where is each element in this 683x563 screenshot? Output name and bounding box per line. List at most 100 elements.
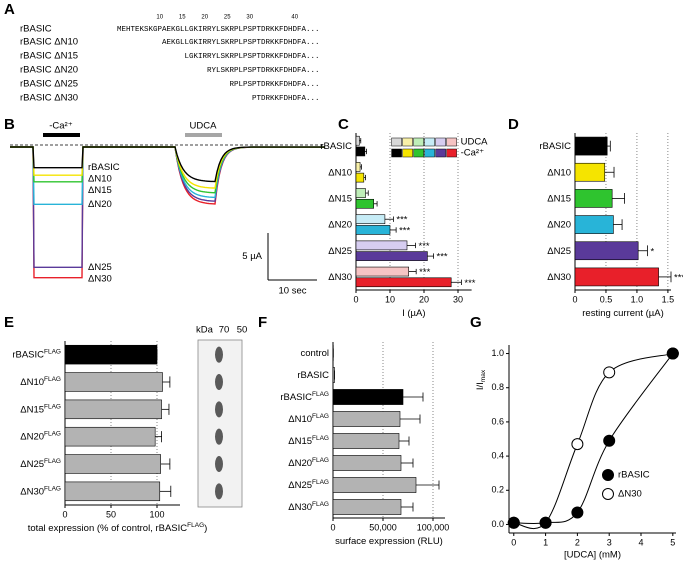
data-point (603, 434, 616, 447)
legend-label: UDCA (461, 137, 489, 148)
category-label: rBASIC (539, 141, 571, 152)
category-name: ΔN20 (20, 431, 44, 442)
category-label: rBASIC (297, 370, 329, 381)
category-superscript: FLAG (44, 430, 61, 437)
significance: *** (464, 278, 475, 289)
significance: *** (419, 267, 430, 278)
y-axis-label: I/Imax (475, 369, 487, 390)
legend-swatch (435, 148, 446, 158)
condition-bar (185, 133, 222, 137)
significance: *** (674, 272, 683, 283)
y-tick-label: 0.4 (491, 450, 504, 460)
x-tick-label: 5 (670, 537, 675, 547)
panel-label: E (4, 314, 14, 331)
category-name: ΔN25 (547, 245, 571, 256)
x-tick-label: 0 (572, 294, 577, 304)
significance: *** (437, 252, 448, 263)
x-tick-label: 0 (511, 537, 516, 547)
ruler-number: 30 (246, 15, 253, 21)
condition-label: UDCA (190, 121, 218, 132)
data-point (603, 366, 616, 379)
category-name: rBASIC (297, 370, 329, 381)
construct-name: rBASIC ΔN20 (20, 65, 78, 76)
data-point (507, 516, 520, 529)
category-name: ΔN20 (288, 458, 312, 469)
y-axis-text: I/I (475, 382, 486, 390)
category-name: ΔN30 (20, 486, 44, 497)
sequence: AEKGLLGKIRRYLSKRPLPSPTDRKKFDHDFA... (162, 39, 320, 47)
bar (355, 162, 361, 172)
legend-swatch (435, 137, 446, 147)
category-superscript: FLAG (312, 457, 329, 464)
y-tick-label: 0.0 (491, 519, 504, 529)
legend-label: rBASIC (618, 470, 650, 481)
category-label: ΔN30 (328, 271, 352, 282)
ruler-number: 20 (201, 15, 208, 21)
category-name: ΔN20 (547, 219, 571, 230)
trace-label: ΔN15 (88, 185, 112, 196)
bar (574, 189, 613, 208)
x-axis-text: total expression (% of control, rBASIC (28, 523, 188, 534)
sequence: LGKIRRYLSKRPLPSPTDRKKFDHDFA... (184, 53, 319, 61)
blot-marker: 50 (237, 325, 248, 336)
bar (355, 135, 360, 146)
y-axis-subscript: max (480, 369, 487, 382)
sequence: PTDRKKFDHDFA... (252, 95, 320, 103)
ruler-number: 15 (179, 15, 186, 21)
x-axis-text: I (µA) (402, 308, 425, 319)
data-point (539, 516, 552, 529)
category-label: ΔN15 (328, 193, 352, 204)
category-superscript: FLAG (312, 435, 329, 442)
x-tick-label: 0.5 (600, 294, 613, 304)
x-axis-label: resting current (µA) (582, 308, 664, 319)
category-label: ΔN30FLAG (288, 501, 329, 513)
construct-name: rBASIC ΔN30 (20, 93, 78, 104)
ruler-number: 25 (224, 15, 231, 21)
category-superscript: FLAG (312, 479, 329, 486)
x-tick-label: 4 (639, 537, 644, 547)
x-axis-text: ) (204, 523, 207, 534)
bar (332, 499, 402, 515)
legend-swatch (391, 137, 402, 147)
construct-name: rBASIC ΔN15 (20, 51, 78, 62)
blot-band (215, 428, 223, 445)
category-superscript: FLAG (44, 458, 61, 465)
significance: *** (419, 241, 430, 252)
bar (355, 188, 366, 198)
trace-label: ΔN10 (88, 174, 112, 185)
category-label: ΔN10FLAG (288, 413, 329, 425)
category-label: ΔN20FLAG (288, 457, 329, 469)
data-point (571, 438, 584, 451)
category-label: ΔN20 (328, 219, 352, 230)
y-tick-label: 1.0 (491, 348, 504, 358)
bar (332, 477, 417, 493)
trace-label: ΔN20 (88, 199, 112, 210)
x-tick-label: 0 (62, 509, 67, 519)
legend-marker (602, 469, 614, 481)
category-name: ΔN25 (288, 480, 312, 491)
x-tick-label: 20 (419, 294, 429, 304)
legend-label: ΔN30 (618, 489, 642, 500)
legend-label: -Ca²⁺ (461, 148, 485, 159)
blot-band (215, 483, 223, 500)
category-label: control (300, 348, 329, 359)
category-label: ΔN10 (328, 167, 352, 178)
bar (574, 162, 606, 182)
bar (355, 240, 408, 251)
category-name: ΔN15 (328, 193, 352, 204)
panel-label: G (470, 314, 482, 331)
trace-label: rBASIC (88, 162, 120, 173)
bar (355, 277, 452, 288)
category-label: rBASICFLAG (12, 348, 61, 360)
legend-swatch (402, 148, 413, 158)
x-tick-label: 1.5 (662, 294, 675, 304)
blot-band (215, 401, 223, 418)
category-label: ΔN20 (547, 219, 571, 230)
blot-unit: kDa (196, 325, 214, 336)
category-label: rBASICFLAG (280, 391, 329, 403)
significance: * (650, 246, 654, 257)
bar (64, 399, 162, 420)
category-label: ΔN30FLAG (20, 485, 61, 497)
category-name: ΔN15 (20, 404, 44, 415)
